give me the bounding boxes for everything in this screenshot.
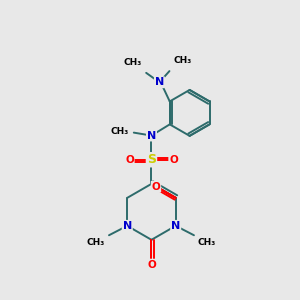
Text: O: O	[125, 155, 134, 165]
Text: N: N	[155, 77, 164, 87]
Text: S: S	[147, 153, 156, 166]
Text: N: N	[171, 221, 180, 231]
Text: CH₃: CH₃	[173, 56, 191, 65]
Text: CH₃: CH₃	[124, 58, 142, 67]
Text: CH₃: CH₃	[198, 238, 216, 247]
Text: O: O	[147, 260, 156, 269]
Text: CH₃: CH₃	[87, 238, 105, 247]
Text: O: O	[169, 155, 178, 165]
Text: CH₃: CH₃	[111, 127, 129, 136]
Text: N: N	[147, 130, 156, 141]
Text: N: N	[123, 221, 132, 231]
Text: O: O	[152, 182, 160, 192]
